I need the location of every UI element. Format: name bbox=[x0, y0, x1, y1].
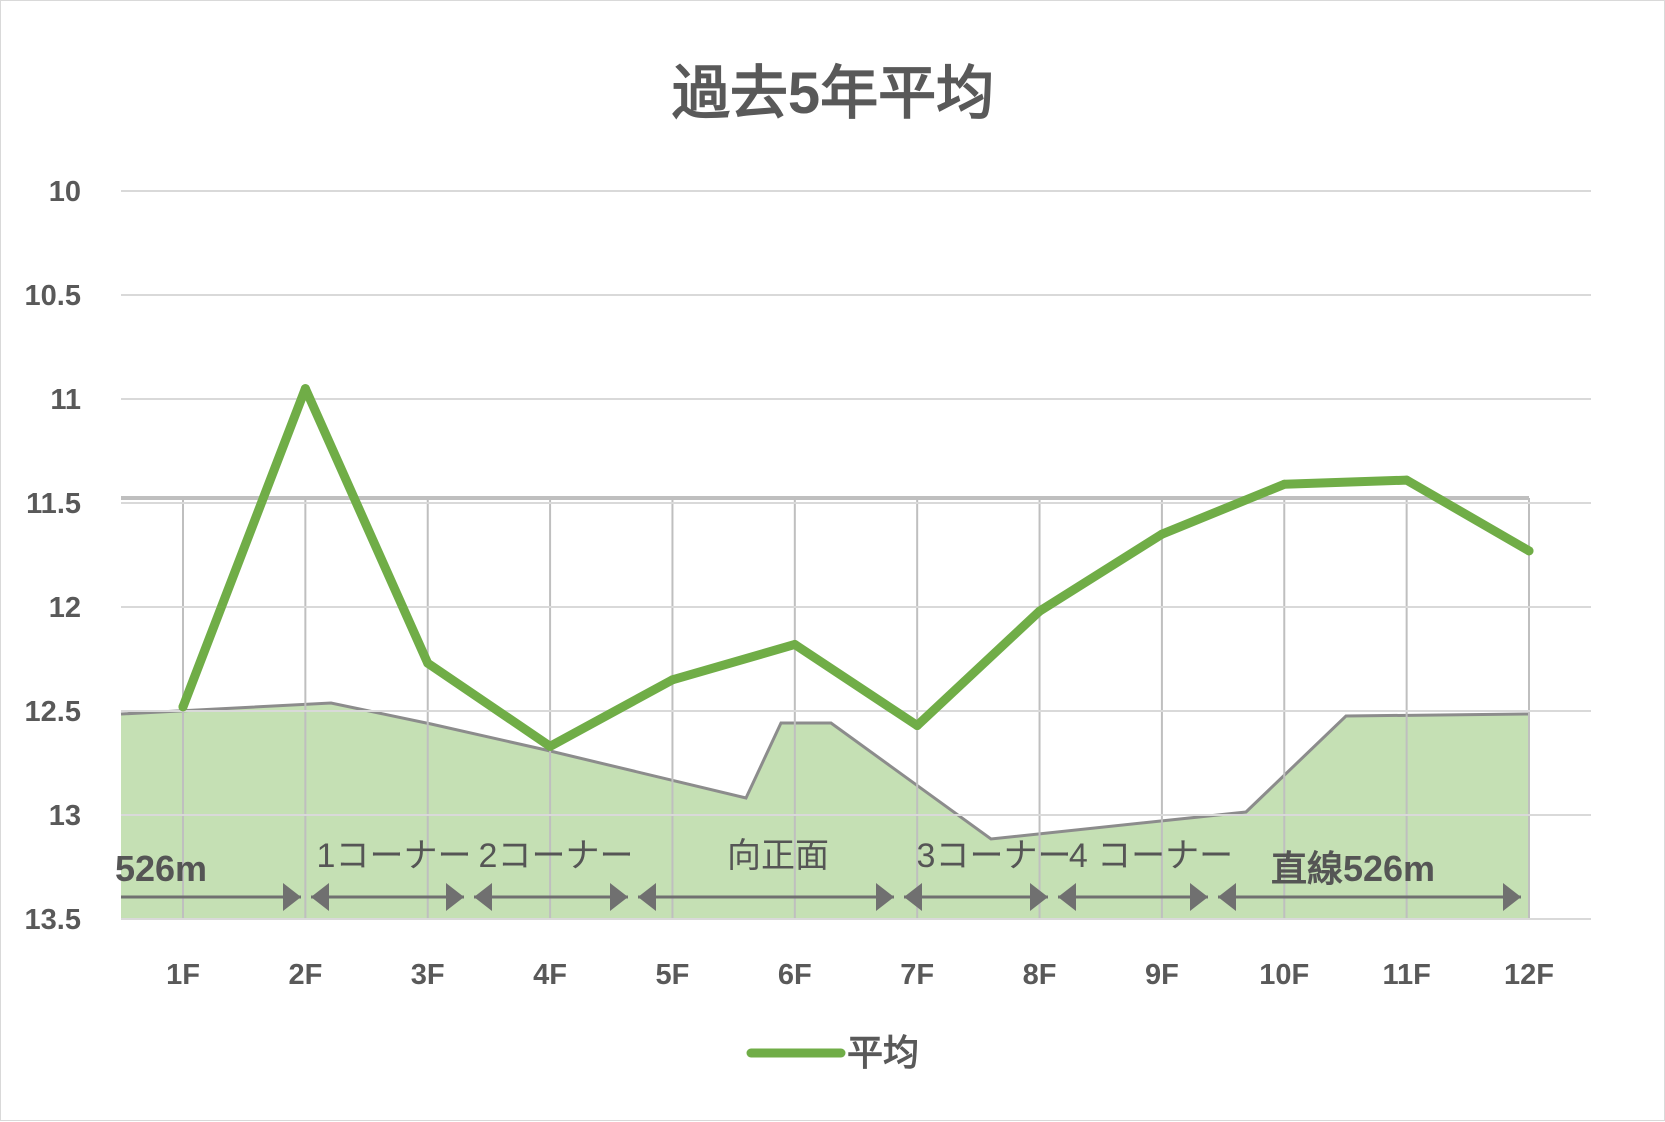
data-point bbox=[545, 741, 555, 751]
section-arrow-head-right bbox=[610, 883, 628, 911]
x-tick-label: 12F bbox=[1504, 959, 1554, 991]
section-arrow-head-left bbox=[1218, 883, 1236, 911]
data-point bbox=[912, 721, 922, 731]
y-tick-label: 10 bbox=[49, 176, 81, 208]
y-tick-label: 11 bbox=[50, 384, 81, 416]
section-label: 向正面 bbox=[727, 837, 829, 875]
section-arrow-head-left bbox=[311, 883, 329, 911]
y-tick-label: 13 bbox=[49, 800, 81, 832]
section-label: 1コーナー bbox=[317, 837, 472, 875]
y-tick-label: 13.5 bbox=[25, 904, 81, 936]
x-tick-label: 10F bbox=[1259, 959, 1309, 991]
x-tick-label: 4F bbox=[533, 959, 567, 991]
x-axis-ticks: 1F 2F 3F 4F 5F 6F 7F 8F 9F 10F 11F 12F bbox=[166, 959, 1554, 991]
profile-area bbox=[121, 703, 1529, 919]
data-point bbox=[300, 384, 310, 394]
profile-edge bbox=[120, 701, 1530, 841]
section-arrow-head-left bbox=[474, 883, 492, 911]
section-arrow-head-left bbox=[904, 883, 922, 911]
data-point bbox=[1524, 546, 1534, 556]
series-line bbox=[178, 384, 1534, 751]
section-arrow-head-right bbox=[283, 883, 301, 911]
x-tick-label: 6F bbox=[778, 959, 812, 991]
gridlines bbox=[121, 190, 1591, 920]
x-tick-label: 11F bbox=[1382, 959, 1430, 991]
x-tick-label: 2F bbox=[288, 959, 322, 991]
data-point bbox=[790, 639, 800, 649]
series-layer bbox=[178, 384, 1534, 751]
section-label: 526m bbox=[115, 848, 207, 889]
x-tick-label: 1F bbox=[166, 959, 200, 991]
data-point bbox=[1035, 606, 1045, 616]
section-arrow-head-right bbox=[446, 883, 464, 911]
section-arrow-head-right bbox=[876, 883, 894, 911]
x-tick-label: 3F bbox=[411, 959, 445, 991]
section-label: 3コーナー bbox=[917, 837, 1072, 875]
data-point bbox=[423, 658, 433, 668]
x-tick-label: 9F bbox=[1145, 959, 1179, 991]
section-label: 4 コーナー bbox=[1069, 837, 1233, 875]
y-tick-label: 11.5 bbox=[26, 488, 81, 520]
section-arrow-head-right bbox=[1190, 883, 1208, 911]
y-axis-ticks: 10 10.5 11 11.5 12 12.5 13 13.5 bbox=[25, 176, 81, 936]
y-tick-label: 10.5 bbox=[25, 280, 81, 312]
data-point bbox=[178, 702, 188, 712]
legend-label: 平均 bbox=[847, 1032, 919, 1073]
section-label: 2コーナー bbox=[479, 837, 634, 875]
section-arrow-head-right bbox=[1503, 883, 1521, 911]
legend: 平均 bbox=[746, 1032, 919, 1073]
x-tick-label: 5F bbox=[656, 959, 690, 991]
chart-title: 過去5年平均 bbox=[672, 61, 994, 126]
course-profile bbox=[120, 496, 1530, 919]
y-tick-label: 12 bbox=[49, 592, 81, 624]
section-label: 直線526m bbox=[1271, 848, 1435, 889]
section-arrow-head-left bbox=[638, 883, 656, 911]
y-tick-label: 12.5 bbox=[25, 696, 81, 728]
section-arrow-head-right bbox=[1030, 883, 1048, 911]
x-tick-label: 7F bbox=[900, 959, 934, 991]
section-arrow-head-left bbox=[1058, 883, 1076, 911]
x-tick-label: 8F bbox=[1023, 959, 1057, 991]
data-point bbox=[1402, 475, 1412, 485]
data-point bbox=[1157, 529, 1167, 539]
data-point bbox=[1279, 479, 1289, 489]
data-point bbox=[667, 675, 677, 685]
